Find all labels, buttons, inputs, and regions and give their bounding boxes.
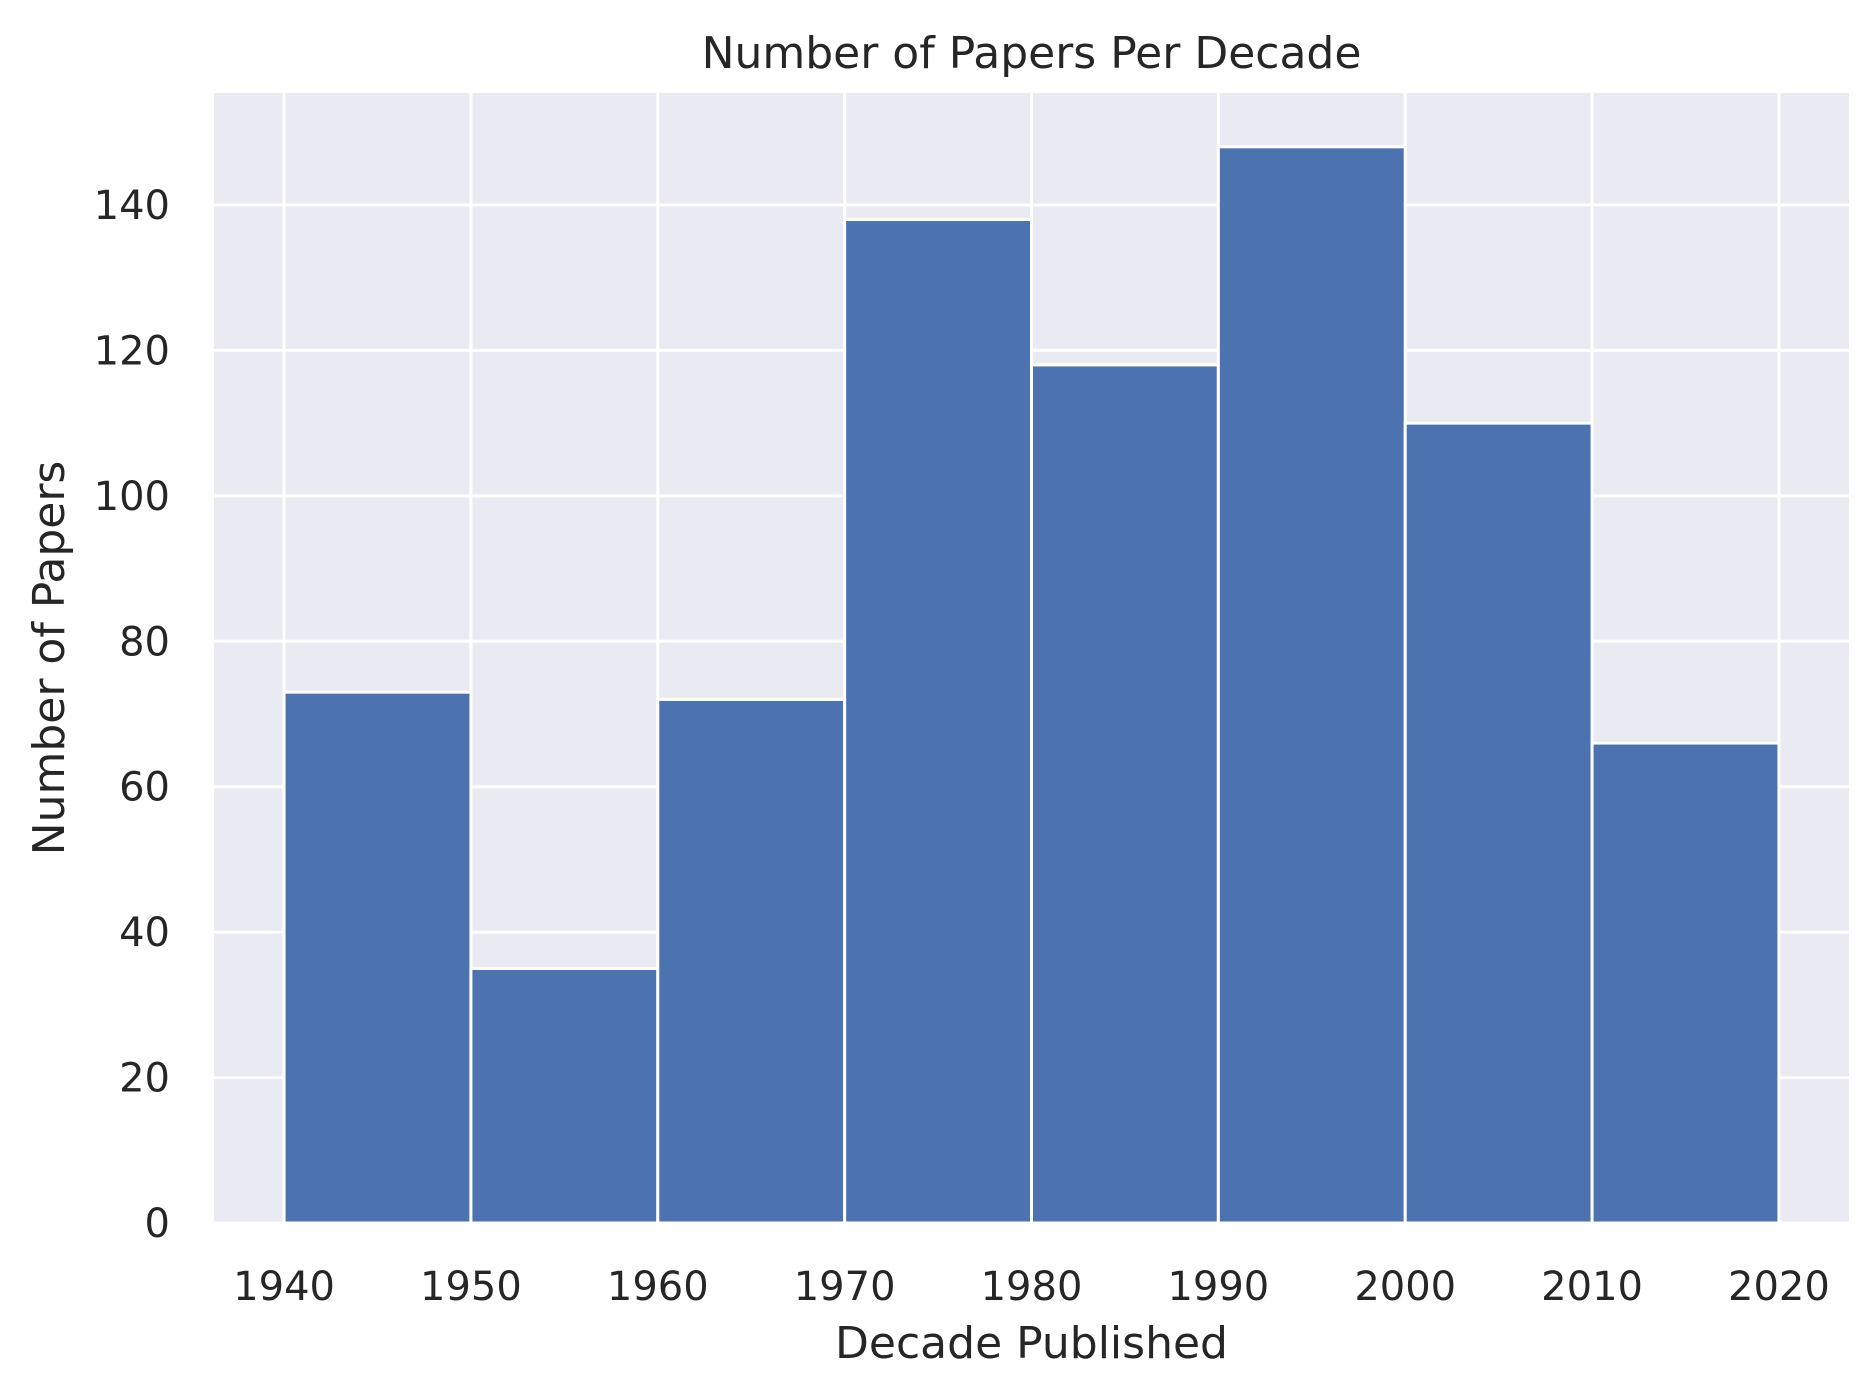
bar-1990 <box>1216 145 1407 1225</box>
bar-2000 <box>1403 421 1594 1225</box>
bar-2010 <box>1590 741 1781 1225</box>
y-tick-label: 0 <box>145 1201 170 1247</box>
y-tick-label: 60 <box>119 765 170 811</box>
x-tick-label: 2010 <box>1541 1264 1643 1310</box>
x-tick-labels: 1940 1950 1960 1970 1980 1990 2000 2010 2020 <box>233 1264 1830 1310</box>
bar-1940 <box>282 690 473 1225</box>
bars <box>282 145 1781 1225</box>
y-tick-label: 140 <box>94 183 170 229</box>
y-tick-label: 20 <box>119 1056 170 1102</box>
x-tick-label: 1980 <box>981 1264 1083 1310</box>
x-tick-label: 1950 <box>420 1264 522 1310</box>
x-tick-label: 1990 <box>1167 1264 1269 1310</box>
x-tick-label: 1960 <box>607 1264 709 1310</box>
y-tick-label: 80 <box>119 619 170 665</box>
x-tick-label: 2020 <box>1728 1264 1830 1310</box>
x-tick-label: 2000 <box>1354 1264 1456 1310</box>
y-tick-label: 120 <box>94 328 170 374</box>
y-tick-labels: 0 20 40 60 80 100 120 140 <box>94 183 170 1247</box>
y-axis-label: Number of Papers <box>24 461 75 856</box>
y-tick-label: 100 <box>94 474 170 520</box>
bar-1950 <box>469 966 660 1225</box>
bar-1960 <box>656 697 847 1225</box>
bar-1980 <box>1030 363 1220 1225</box>
chart-title: Number of Papers Per Decade <box>702 28 1362 79</box>
x-tick-label: 1940 <box>233 1264 335 1310</box>
x-axis-label: Decade Published <box>835 1318 1228 1369</box>
x-tick-label: 1970 <box>794 1264 896 1310</box>
bar-1970 <box>843 218 1034 1225</box>
y-tick-label: 40 <box>119 910 170 956</box>
